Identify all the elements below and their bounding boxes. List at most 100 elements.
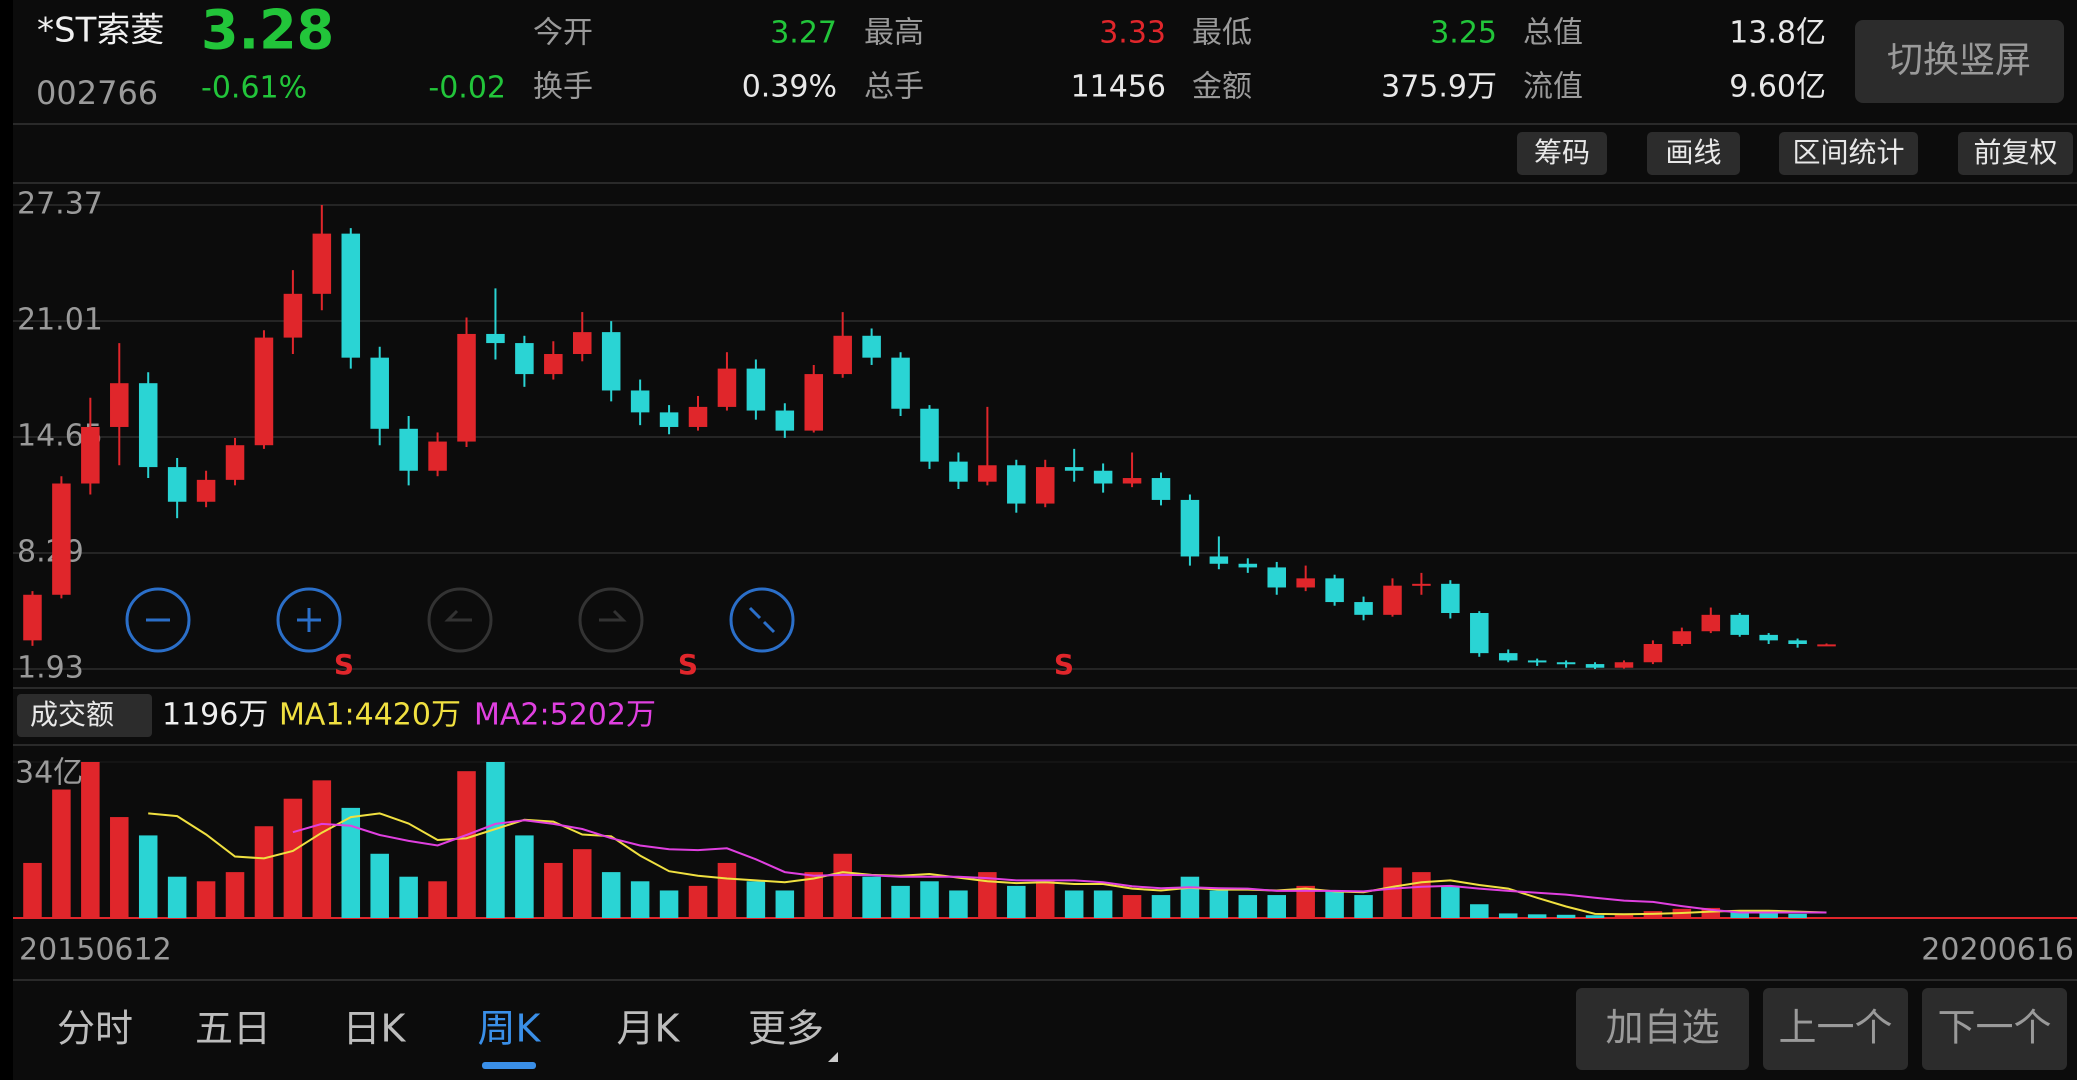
volume-bar bbox=[52, 789, 71, 918]
candle-body bbox=[862, 335, 881, 358]
x-axis-start: 20150612 bbox=[19, 933, 172, 968]
stat-label: 换手 bbox=[533, 70, 593, 105]
stat-label: 总值 bbox=[1523, 16, 1583, 51]
change-percent: -0.61% bbox=[201, 71, 307, 106]
action-button[interactable] bbox=[1763, 988, 1908, 1070]
volume-bar bbox=[573, 849, 592, 918]
action-button[interactable] bbox=[1922, 988, 2067, 1070]
zoom-icon bbox=[599, 609, 627, 622]
candle-body bbox=[920, 408, 939, 462]
volume-bar bbox=[1209, 890, 1229, 918]
zoom-control[interactable] bbox=[729, 587, 795, 653]
volume-bar bbox=[891, 885, 910, 918]
volume-bar bbox=[1701, 907, 1721, 918]
y-tick-label: 21.01 bbox=[17, 303, 103, 338]
candle-body bbox=[1209, 556, 1229, 564]
tool-button[interactable] bbox=[1647, 132, 1740, 175]
volume-bar bbox=[804, 872, 824, 918]
tool-button-label[interactable]: 画线 bbox=[1665, 136, 1721, 169]
candle-body bbox=[630, 390, 650, 413]
active-tab-indicator bbox=[482, 1062, 536, 1069]
volume-bar bbox=[138, 835, 158, 918]
period-tab[interactable]: 五日 bbox=[195, 1007, 271, 1051]
volume-bar bbox=[659, 890, 679, 918]
period-tab[interactable]: 周K bbox=[478, 1007, 542, 1051]
tool-button-label[interactable]: 前复权 bbox=[1973, 136, 2057, 169]
candle-body bbox=[1296, 578, 1315, 588]
stat-label: 总手 bbox=[864, 70, 924, 105]
candle-body bbox=[1238, 563, 1258, 568]
current-price: 3.28 bbox=[201, 0, 334, 62]
volume-bar bbox=[225, 872, 245, 918]
period-tab[interactable]: 更多 bbox=[748, 1007, 824, 1051]
stat-label: 流值 bbox=[1523, 70, 1583, 105]
tool-button[interactable] bbox=[1958, 132, 2073, 175]
action-button-label[interactable]: 加自选 bbox=[1605, 1006, 1719, 1050]
volume-bar bbox=[1585, 915, 1605, 918]
candle-body bbox=[1064, 467, 1084, 471]
tool-button[interactable] bbox=[1779, 132, 1918, 175]
candle-body bbox=[196, 479, 216, 502]
stock-code: 002766 bbox=[36, 74, 158, 112]
volume-bar bbox=[1788, 913, 1807, 918]
zoom-control[interactable] bbox=[578, 587, 644, 653]
volume-bar bbox=[688, 885, 708, 918]
volume-bar bbox=[1151, 895, 1171, 918]
candle-body bbox=[688, 406, 708, 427]
candle-body bbox=[1527, 660, 1547, 663]
candle-body bbox=[1672, 631, 1692, 645]
volume-bar bbox=[23, 862, 42, 918]
period-tab[interactable]: 分时 bbox=[57, 1007, 133, 1051]
tool-button-label[interactable]: 区间统计 bbox=[1792, 136, 1904, 169]
signal-marker: S bbox=[678, 648, 698, 681]
candle-body bbox=[428, 441, 447, 471]
action-button-label[interactable]: 下一个 bbox=[1937, 1006, 2051, 1050]
action-button[interactable] bbox=[1576, 988, 1749, 1070]
candle-body bbox=[1788, 640, 1807, 645]
candle-body bbox=[601, 332, 621, 391]
zoom-control[interactable] bbox=[427, 587, 493, 653]
candle-body bbox=[254, 337, 274, 446]
volume-bar bbox=[1441, 885, 1460, 918]
zoom-icon bbox=[748, 606, 762, 620]
candle-body bbox=[167, 467, 187, 502]
candle-body bbox=[804, 374, 824, 431]
volume-bar bbox=[833, 853, 852, 918]
indicator-selector[interactable] bbox=[17, 694, 152, 737]
candle-body bbox=[573, 332, 592, 355]
signal-marker: S bbox=[1054, 648, 1074, 681]
candle-body bbox=[1759, 634, 1778, 641]
indicator-selector-label[interactable]: 成交额 bbox=[30, 698, 114, 731]
candle-body bbox=[110, 383, 129, 427]
action-button-label[interactable]: 上一个 bbox=[1778, 1006, 1892, 1050]
candle-body bbox=[1441, 583, 1460, 614]
volume-bar bbox=[1498, 913, 1518, 918]
volume-bar bbox=[1180, 876, 1200, 918]
candle-body bbox=[1412, 583, 1431, 586]
candle-body bbox=[1585, 664, 1605, 668]
volume-bar bbox=[1007, 885, 1026, 918]
tool-button[interactable] bbox=[1517, 132, 1607, 175]
switch-button-label[interactable]: 切换竖屏 bbox=[1887, 40, 2031, 81]
period-tab[interactable]: 月K bbox=[617, 1007, 681, 1051]
candle-body bbox=[1325, 578, 1344, 603]
candle-body bbox=[1383, 585, 1402, 615]
stat-value: 3.25 bbox=[1430, 16, 1497, 51]
candle-body bbox=[978, 465, 997, 482]
tool-button-label[interactable]: 筹码 bbox=[1534, 136, 1590, 169]
candle-body bbox=[833, 335, 852, 375]
candle-body bbox=[312, 233, 332, 294]
zoom-control[interactable] bbox=[125, 587, 191, 653]
volume-bar bbox=[1296, 885, 1315, 918]
stat-value: 11456 bbox=[1071, 70, 1166, 105]
candle-body bbox=[1730, 614, 1749, 635]
zoom-control[interactable] bbox=[276, 587, 342, 653]
ma-line bbox=[148, 812, 1827, 916]
candle-body bbox=[341, 233, 361, 358]
candle-body bbox=[370, 357, 389, 429]
x-axis-end: 20200616 bbox=[1921, 933, 2074, 968]
y-tick-label: 1.93 bbox=[17, 651, 84, 686]
candle-body bbox=[1470, 613, 1489, 654]
period-tab[interactable]: 日K bbox=[343, 1007, 407, 1051]
switch-button[interactable] bbox=[1855, 20, 2064, 103]
